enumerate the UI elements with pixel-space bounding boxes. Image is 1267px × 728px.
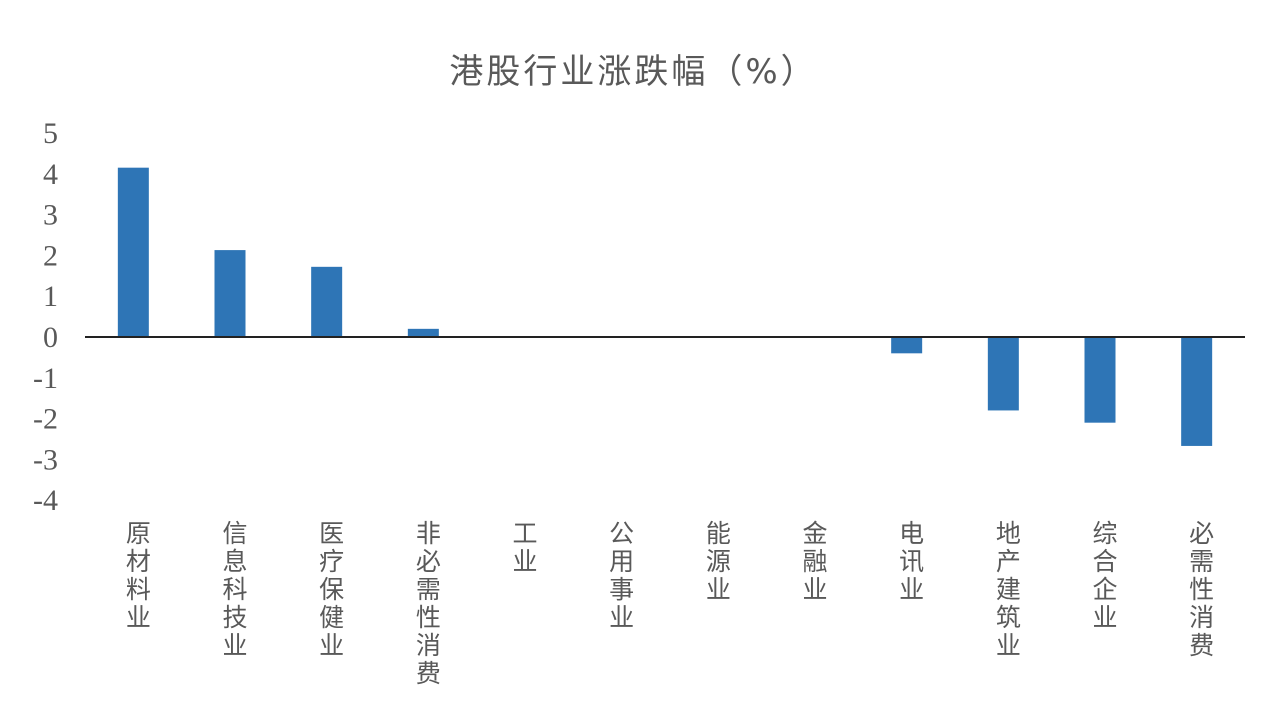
bar-综合企业 (1084, 337, 1116, 423)
y-tick-label: -2 (33, 403, 58, 436)
x-tick-label: 医疗保健业 (315, 520, 345, 660)
y-tick-label: 3 (43, 199, 58, 232)
bar-医疗保健业 (311, 266, 343, 337)
y-tick-label: 5 (43, 117, 58, 150)
x-tick-label: 原材料业 (122, 520, 152, 632)
y-tick-label: 2 (43, 239, 58, 272)
x-tick-label: 信息科技业 (219, 520, 248, 660)
bar-信息科技业 (214, 250, 246, 337)
y-tick-label: -4 (33, 484, 58, 517)
bar-原材料业 (117, 167, 149, 337)
x-tick-label: 公用事业 (605, 520, 635, 632)
bar-地产建筑业 (987, 337, 1019, 411)
x-tick-label: 工业 (509, 520, 538, 576)
y-tick-label: 1 (43, 280, 58, 313)
x-tick-label: 非必需性消费 (412, 520, 442, 688)
x-tick-label: 地产建筑业 (992, 520, 1022, 660)
x-tick-label: 金融业 (799, 520, 828, 604)
x-tick-label: 电讯业 (895, 520, 925, 604)
bar-电讯业 (891, 337, 923, 354)
chart-title: 港股行业涨跌幅（%） (449, 52, 818, 92)
y-tick-label: -3 (33, 443, 58, 476)
x-tick-label: 必需性消费 (1185, 520, 1215, 660)
y-tick-label: 4 (43, 158, 58, 191)
x-tick-label: 综合企业 (1089, 520, 1118, 632)
bar-非必需性消费 (407, 328, 439, 337)
x-tick-label: 能源业 (702, 520, 732, 604)
bar-必需性消费 (1181, 337, 1213, 446)
y-tick-label: 0 (43, 321, 58, 354)
y-tick-label: -1 (33, 362, 58, 395)
